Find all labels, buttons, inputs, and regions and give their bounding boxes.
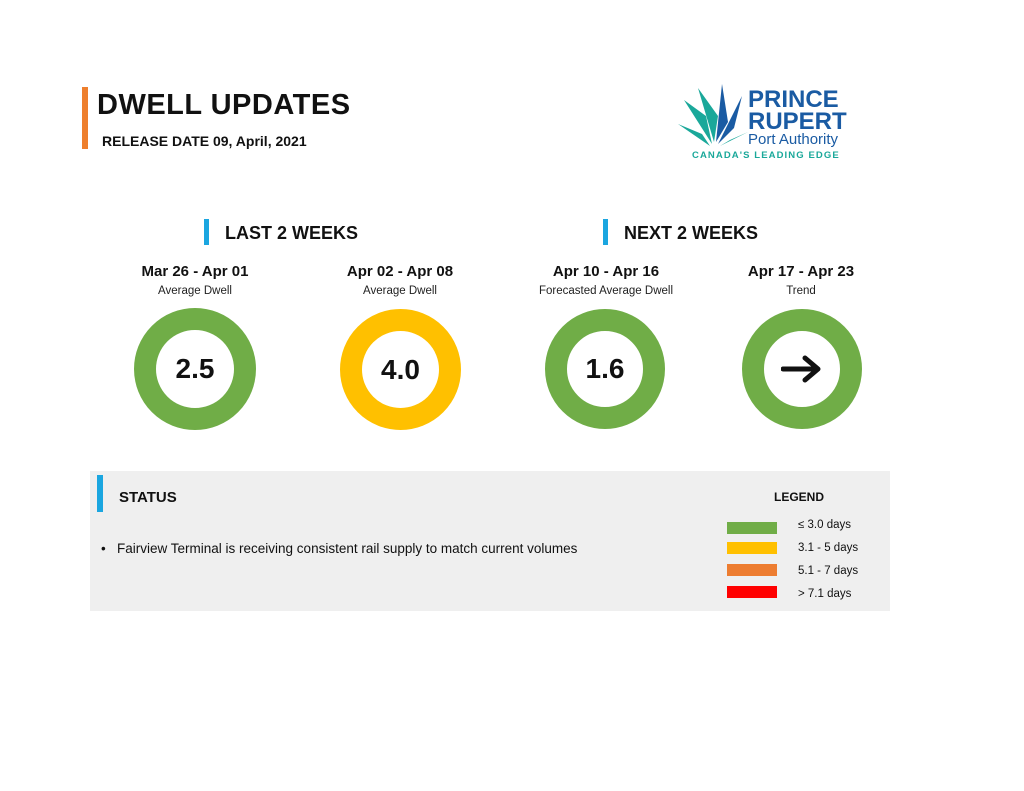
- legend-swatch-yellow: [727, 542, 777, 554]
- status-accent-bar: [97, 475, 103, 512]
- logo-tagline: CANADA'S LEADING EDGE: [692, 150, 840, 161]
- arrow-right-icon: [781, 355, 821, 383]
- forecast-value: 1.6: [585, 353, 625, 384]
- logo-prince: PRINCE: [748, 86, 839, 113]
- dwell-ring: 4.0: [340, 309, 461, 430]
- forecast-ring: 1.6: [545, 309, 665, 429]
- last-weeks-accent-bar: [204, 219, 209, 245]
- prince-rupert-logo: PRINCE RUPERT Port Authority CANADA'S LE…: [676, 80, 856, 164]
- week-label: Trend: [786, 285, 816, 297]
- week-label: Forecasted Average Dwell: [538, 285, 674, 297]
- logo-rupert: RUPERT: [748, 108, 847, 135]
- legend-swatch-green: [727, 522, 777, 534]
- dwell-value: 2.5: [175, 353, 215, 384]
- status-heading: STATUS: [119, 489, 177, 506]
- page-title: DWELL UPDATES: [97, 89, 351, 121]
- status-text: Fairview Terminal is receiving consisten…: [117, 541, 578, 556]
- week-range: Mar 26 - Apr 01: [141, 263, 249, 280]
- next-2-weeks-heading: NEXT 2 WEEKS: [624, 223, 759, 243]
- week-range: Apr 17 - Apr 23: [747, 263, 855, 280]
- next-weeks-accent-bar: [603, 219, 608, 245]
- last-2-weeks-heading: LAST 2 WEEKS: [225, 223, 359, 243]
- legend-heading: LEGEND: [774, 490, 825, 504]
- status-item: • Fairview Terminal is receiving consiste…: [101, 540, 577, 558]
- week-label: Average Dwell: [363, 285, 437, 297]
- legend-label: 3.1 - 5 days: [798, 542, 859, 554]
- release-date: RELEASE DATE 09, April, 2021: [102, 133, 307, 149]
- week-range: Apr 10 - Apr 16: [552, 263, 660, 280]
- legend-swatch-orange: [727, 564, 777, 576]
- legend-swatch-red: [727, 586, 777, 598]
- week-label: Average Dwell: [158, 285, 232, 297]
- legend-label: > 7.1 days: [798, 588, 852, 600]
- dwell-ring: 2.5: [134, 308, 256, 430]
- legend-label: 5.1 - 7 days: [798, 565, 859, 577]
- week-column-3: Apr 10 - Apr 16 Forecasted Average Dwell: [506, 263, 706, 298]
- logo-port-authority: Port Authority: [748, 131, 839, 148]
- legend-label: ≤ 3.0 days: [798, 519, 851, 531]
- week-column-4: Apr 17 - Apr 23 Trend: [701, 263, 901, 298]
- week-range: Apr 02 - Apr 08: [346, 263, 454, 280]
- bullet-icon: •: [101, 541, 106, 556]
- trend-ring: [742, 309, 862, 429]
- maple-leaf-icon: [678, 84, 748, 146]
- week-column-2: Apr 02 - Apr 08 Average Dwell: [300, 263, 500, 298]
- dwell-value: 4.0: [381, 353, 420, 385]
- title-accent-bar: [82, 87, 88, 149]
- week-column-1: Mar 26 - Apr 01 Average Dwell: [95, 263, 295, 298]
